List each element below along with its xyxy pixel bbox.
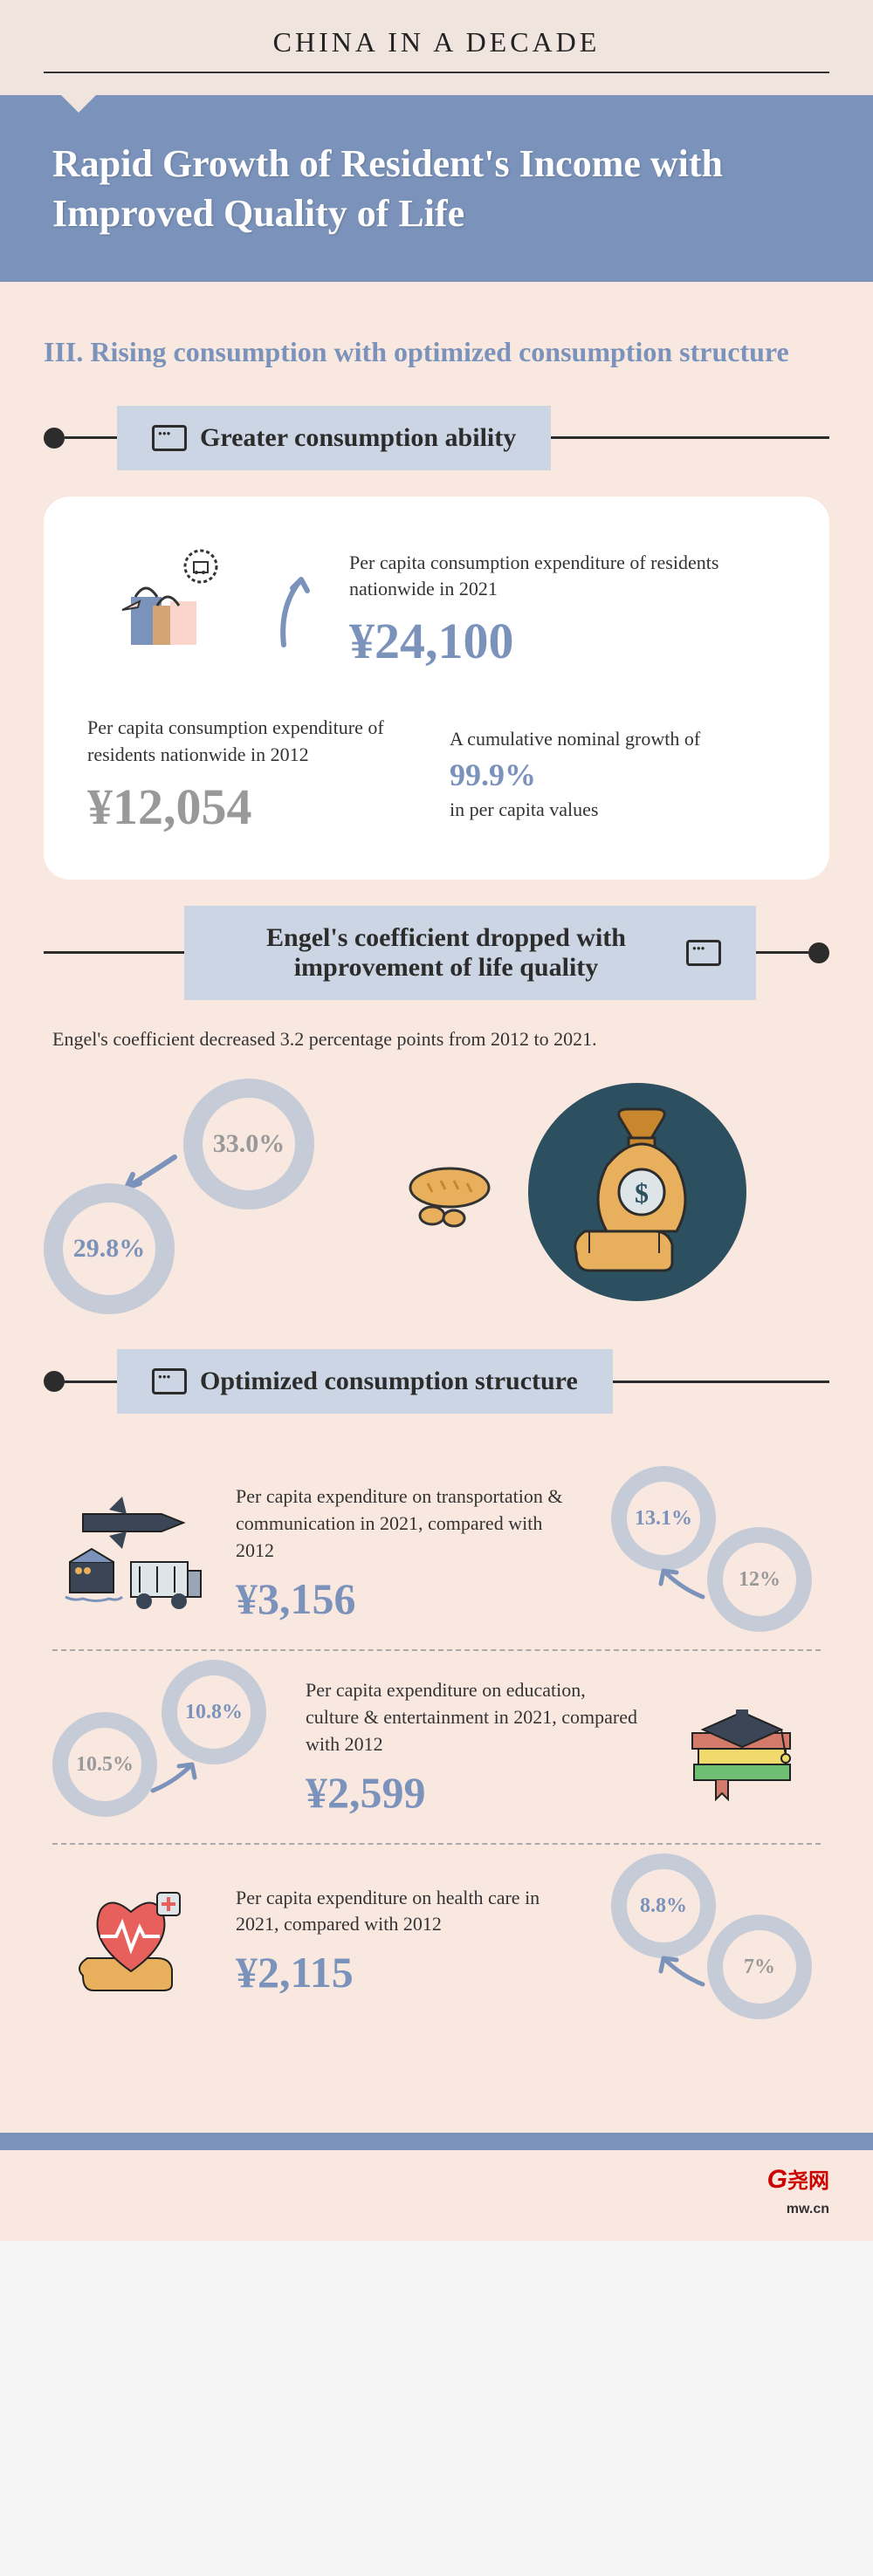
ring-transport-2: 12%	[707, 1527, 812, 1632]
divider-1: Greater consumption ability	[44, 406, 829, 470]
section-subheading: III. Rising consumption with optimized c…	[44, 334, 829, 371]
arrow-icon	[650, 1949, 711, 1993]
hero-title: Rapid Growth of Resident's Income with I…	[52, 139, 821, 238]
ring-health-1: 8.8%	[611, 1853, 716, 1958]
svg-text:$: $	[635, 1177, 649, 1209]
card-icon	[686, 940, 721, 966]
card-icon	[152, 425, 187, 451]
bread-icon	[402, 1153, 498, 1231]
health-icon	[52, 1871, 210, 2011]
card-icon	[152, 1368, 187, 1394]
footer: G尧网 mw.cn	[0, 2150, 873, 2241]
arrow-icon	[650, 1562, 711, 1606]
ring-edu-2: 10.8%	[162, 1660, 266, 1764]
transport-icon	[52, 1483, 210, 1623]
desc-2021: Per capita consumption expenditure of re…	[349, 550, 786, 604]
footer-bar	[0, 2133, 873, 2150]
page-header: CHINA IN A DECADE	[0, 0, 873, 95]
ring-from: 33.0%	[183, 1079, 314, 1209]
engel-visual: 33.0% 29.8%	[44, 1079, 829, 1305]
kicker: CHINA IN A DECADE	[0, 26, 873, 58]
growth-text: A cumulative nominal growth of 99.9% in …	[450, 726, 786, 824]
row-education: 10.5% 10.8% Per capita expenditure on ed…	[52, 1660, 821, 1834]
badge-consumption-ability: Greater consumption ability	[117, 406, 551, 470]
row-health: Per capita expenditure on health care in…	[52, 1853, 821, 2028]
consumption-ability-block: Per capita consumption expenditure of re…	[44, 497, 829, 880]
ring-edu-1: 10.5%	[52, 1712, 157, 1817]
divider-2: Engel's coefficient dropped with improve…	[44, 906, 829, 1000]
hero-banner: Rapid Growth of Resident's Income with I…	[0, 95, 873, 282]
ring-transport-1: 13.1%	[611, 1466, 716, 1571]
divider-3: Optimized consumption structure	[44, 1349, 829, 1414]
ring-health-2: 7%	[707, 1915, 812, 2019]
badge-optimized: Optimized consumption structure	[117, 1349, 613, 1414]
value-2012: ¥12,054	[87, 778, 423, 836]
desc-2012: Per capita consumption expenditure of re…	[87, 715, 423, 769]
badge-engel: Engel's coefficient dropped with improve…	[184, 906, 756, 1000]
money-bag-icon: $	[524, 1079, 751, 1305]
shopping-bags-icon	[87, 540, 244, 680]
ring-to: 29.8%	[44, 1183, 175, 1314]
optimized-block: Per capita expenditure on transportation…	[44, 1440, 829, 2054]
engel-desc: Engel's coefficient decreased 3.2 percen…	[52, 1026, 821, 1053]
row-transport: Per capita expenditure on transportation…	[52, 1466, 821, 1641]
education-icon	[663, 1677, 821, 1817]
up-arrow-icon	[271, 566, 323, 654]
arrow-icon	[144, 1756, 205, 1799]
value-2021: ¥24,100	[349, 612, 786, 670]
